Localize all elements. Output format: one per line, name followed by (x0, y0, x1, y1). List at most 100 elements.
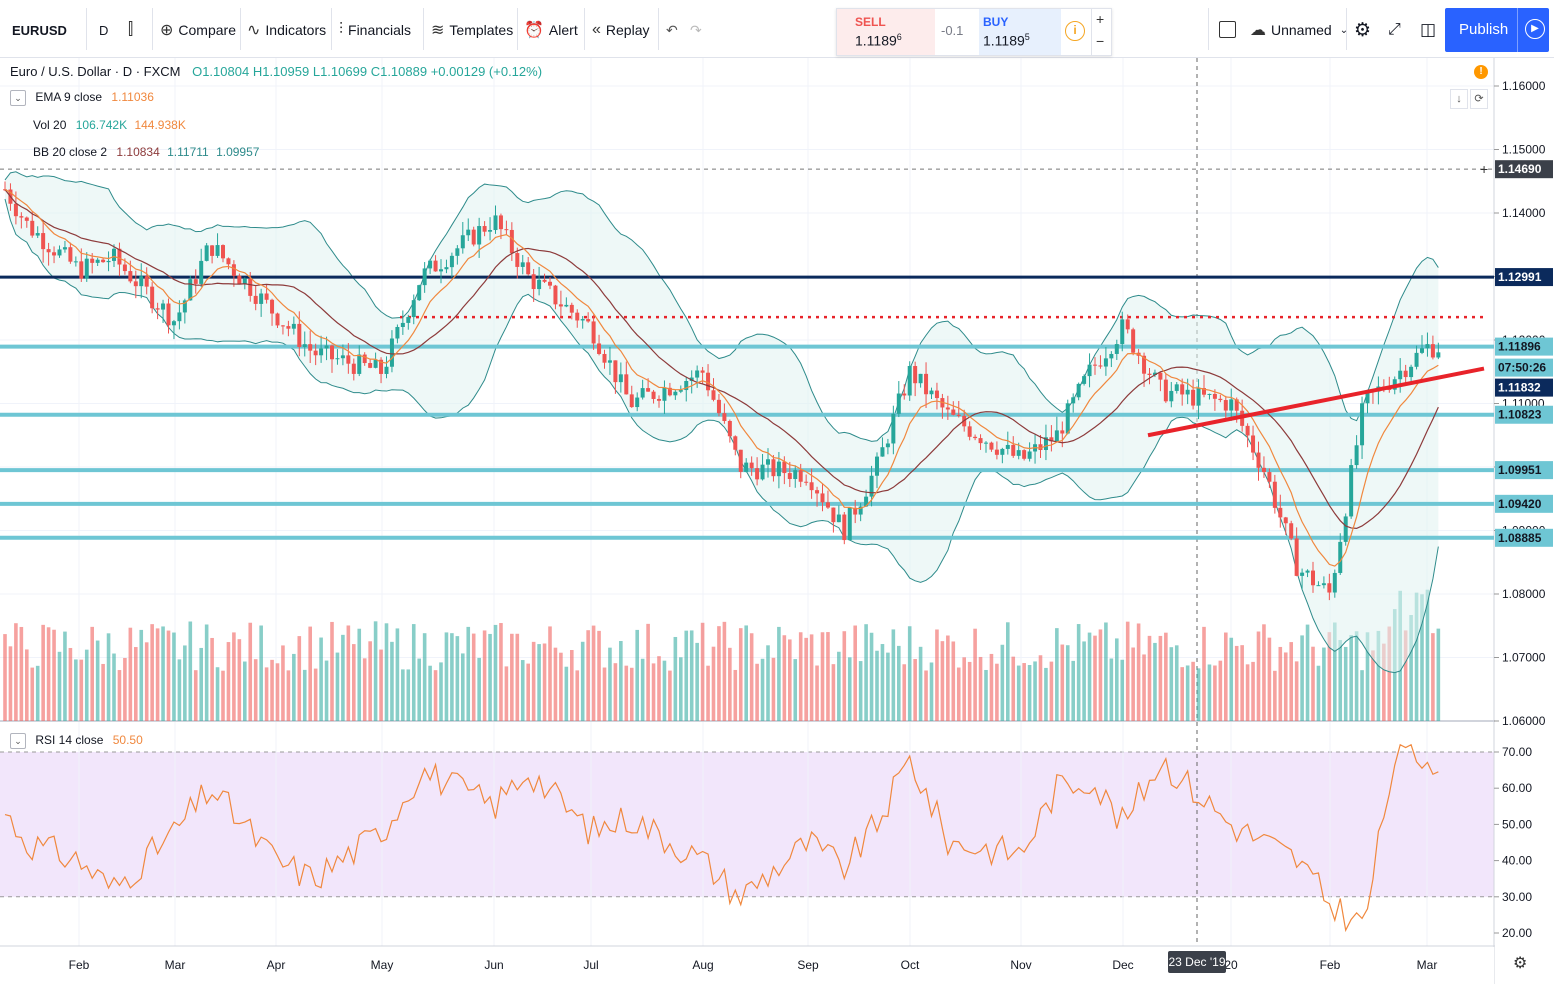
sell-price: 1.11896 (855, 32, 902, 49)
play-icon[interactable]: ▶ (1525, 19, 1545, 39)
volume-bar (1006, 622, 1010, 721)
quantity-minus-button[interactable]: − (1096, 33, 1105, 49)
templates-label: Templates (449, 22, 514, 38)
volume-bar (875, 650, 879, 721)
interval-button[interactable]: D (99, 22, 109, 38)
candle-body (651, 391, 656, 399)
volume-bar (1333, 622, 1337, 721)
candle-body (68, 247, 73, 262)
undo-icon[interactable]: ↶ (666, 21, 678, 38)
volume-bar (1104, 622, 1108, 721)
candle-body (373, 359, 378, 368)
candle-body (1387, 388, 1392, 390)
bb-upper-line (4, 171, 1439, 442)
price-tick-label: 1.07000 (1502, 651, 1546, 665)
volume-bar (493, 624, 498, 721)
candle-body (1234, 399, 1239, 411)
candle-type-button[interactable]: ⫿ (128, 10, 138, 50)
candle-body (1185, 389, 1190, 395)
candle-body (73, 261, 78, 263)
volume-bar (520, 660, 525, 721)
price-tick-label: 1.06000 (1502, 714, 1546, 728)
volume-bar (766, 645, 770, 721)
candle-body (439, 269, 443, 272)
fullscreen-square-icon[interactable] (1219, 21, 1236, 38)
candle-body (716, 399, 721, 414)
volume-bar (1305, 624, 1310, 721)
ema-line (4, 188, 1439, 567)
volume-bar (553, 647, 558, 721)
layout-name-button[interactable]: ☁ Unnamed ⌄ (1250, 10, 1348, 50)
candle-body (177, 312, 182, 322)
volume-bar (1338, 640, 1343, 721)
trendline[interactable] (1147, 366, 1485, 438)
volume-bar (41, 624, 45, 721)
candle-body (776, 461, 781, 477)
volume-bar (995, 663, 999, 721)
alert-button[interactable]: ⏰ Alert (524, 10, 578, 50)
indicators-label: Indicators (265, 22, 327, 38)
expand-icon[interactable]: ⤢ (1388, 21, 1401, 38)
camera-icon[interactable]: ◫ (1420, 20, 1437, 39)
candle-body (1082, 376, 1087, 384)
volume-bar (488, 633, 492, 721)
volume-bar (793, 659, 798, 721)
candle-body (1131, 329, 1136, 353)
volume-legend[interactable]: Vol 20 106.742K 144.938K (33, 118, 186, 132)
indicators-icon: ∿ (247, 22, 261, 39)
warning-icon[interactable]: ! (1474, 65, 1488, 79)
volume-bar (1196, 668, 1201, 721)
volume-bar (128, 627, 133, 721)
candle-body (79, 261, 84, 279)
quantity-plus-button[interactable]: + (1096, 11, 1105, 27)
bb-upper-value: 1.11711 (167, 145, 209, 159)
candle-body (259, 293, 264, 304)
candle-body (831, 507, 836, 523)
price-chart[interactable]: 1.160001.150001.140001.130001.120001.110… (0, 58, 1554, 984)
price-label-badge (1495, 494, 1553, 513)
compare-button[interactable]: ⊕ Compare (160, 10, 236, 50)
volume-bar (1354, 631, 1359, 721)
bb-legend[interactable]: BB 20 close 2 1.10834 1.11711 1.09957 (33, 145, 259, 159)
ema-legend[interactable]: ⌄ EMA 9 close 1.11036 (10, 90, 154, 106)
buy-button[interactable]: BUY 1.11895 (979, 9, 1061, 55)
volume-bar (640, 658, 645, 721)
indicators-button[interactable]: ∿ Indicators (247, 10, 326, 50)
rsi-tick-label: 50.00 (1502, 817, 1532, 831)
templates-button[interactable]: ≋ Templates (431, 10, 513, 50)
volume-bar (1180, 667, 1184, 721)
toolbar-divider (1346, 8, 1347, 50)
candle-body (264, 293, 269, 300)
gear-icon[interactable]: ⚙ (1354, 19, 1372, 41)
price-label-badge (1495, 528, 1553, 547)
candle-body (226, 258, 231, 265)
chevron-down-icon[interactable]: ⌄ (10, 90, 26, 106)
restore-icon[interactable]: ⟳ (1470, 89, 1488, 109)
volume-bar (1360, 670, 1364, 721)
info-icon[interactable]: i (1065, 21, 1085, 41)
volume-bar (68, 647, 73, 721)
publish-button[interactable]: Publish ▶ (1445, 8, 1549, 52)
volume-bar (1049, 661, 1054, 721)
rsi-legend[interactable]: ⌄ RSI 14 close 50.50 (10, 733, 143, 749)
volume-bar (422, 633, 427, 721)
volume-bar (275, 663, 280, 721)
arrow-down-icon[interactable]: ↓ (1450, 89, 1468, 109)
replay-button[interactable]: « Replay (592, 10, 650, 50)
time-tick-label: Nov (1010, 958, 1031, 972)
volume-bar (1436, 628, 1441, 721)
candle-body (553, 285, 558, 305)
candle-body (684, 380, 689, 391)
volume-bars (3, 589, 1441, 721)
volume-bar (1283, 652, 1288, 721)
volume-bar (853, 625, 857, 721)
symbol-search[interactable]: EURUSD (12, 22, 67, 38)
candle-body (35, 233, 40, 236)
financials-button[interactable]: ⫶ Financials (339, 10, 411, 50)
redo-icon[interactable]: ↷ (690, 21, 702, 38)
chevron-down-icon[interactable]: ⌄ (10, 733, 26, 749)
volume-bar (390, 641, 394, 721)
candle-body (330, 345, 334, 360)
sell-button[interactable]: SELL 1.11896 (837, 9, 935, 55)
gear-icon[interactable]: ⚙ (1513, 955, 1528, 972)
